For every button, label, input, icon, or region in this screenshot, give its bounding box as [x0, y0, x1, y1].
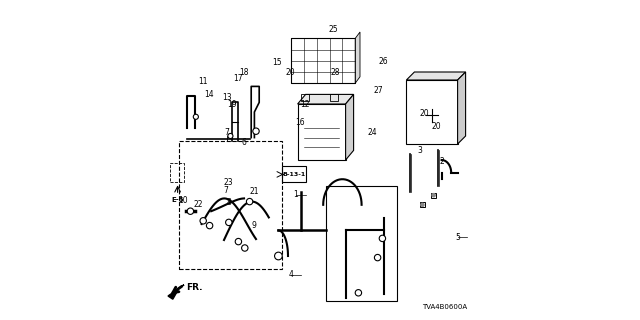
Text: 6: 6 [241, 138, 246, 147]
Bar [282, 166, 306, 182]
Text: 12: 12 [300, 100, 309, 108]
Circle shape [379, 235, 385, 242]
Text: 17: 17 [234, 74, 243, 83]
Circle shape [206, 222, 212, 229]
Text: 7: 7 [225, 128, 230, 137]
Text: 22: 22 [194, 200, 203, 209]
Circle shape [246, 198, 253, 205]
Text: TVA4B0600A: TVA4B0600A [422, 304, 467, 310]
Bar [170, 163, 184, 182]
Text: 2: 2 [439, 157, 444, 166]
Polygon shape [355, 32, 360, 83]
Circle shape [421, 203, 424, 206]
Polygon shape [458, 72, 466, 144]
Circle shape [355, 290, 362, 296]
Text: E-6: E-6 [172, 197, 184, 203]
Text: B-13-1: B-13-1 [282, 172, 305, 177]
Circle shape [200, 218, 206, 224]
Bar [406, 80, 458, 144]
Text: 19: 19 [227, 100, 237, 108]
Text: 24: 24 [367, 128, 377, 137]
Bar [298, 104, 346, 160]
Text: 20: 20 [285, 68, 296, 76]
Text: 21: 21 [250, 188, 259, 196]
Text: 7: 7 [223, 186, 228, 195]
Text: 4: 4 [289, 270, 294, 279]
Circle shape [242, 245, 248, 251]
Text: 10: 10 [178, 196, 188, 205]
Text: 20: 20 [431, 122, 441, 131]
Text: 20: 20 [419, 109, 429, 118]
Text: 27: 27 [373, 86, 383, 95]
Bar [326, 186, 397, 301]
Text: 3: 3 [417, 146, 422, 155]
Circle shape [193, 114, 198, 119]
Text: 25: 25 [329, 25, 339, 34]
Polygon shape [168, 285, 184, 299]
Polygon shape [346, 94, 354, 160]
Bar [179, 141, 282, 269]
Text: 15: 15 [272, 58, 282, 67]
Circle shape [228, 133, 233, 139]
Text: 1: 1 [294, 190, 298, 199]
Bar [431, 193, 436, 198]
Text: 11: 11 [198, 77, 207, 86]
Text: 16: 16 [294, 118, 305, 127]
Circle shape [188, 208, 193, 214]
Text: 13: 13 [221, 93, 232, 102]
Text: 14: 14 [204, 90, 214, 99]
Circle shape [253, 128, 259, 134]
Text: 28: 28 [331, 68, 340, 77]
Text: FR.: FR. [186, 283, 203, 292]
Circle shape [374, 254, 381, 261]
Circle shape [226, 219, 232, 226]
Polygon shape [406, 72, 466, 80]
Circle shape [432, 194, 435, 197]
Circle shape [236, 238, 242, 245]
Text: 18: 18 [239, 68, 249, 76]
Text: 9: 9 [252, 221, 257, 230]
Bar [420, 202, 425, 207]
Polygon shape [298, 94, 354, 104]
Text: 23: 23 [223, 178, 234, 187]
Circle shape [275, 252, 282, 260]
Bar [301, 94, 309, 101]
Text: 5: 5 [455, 233, 460, 242]
Text: 26: 26 [378, 57, 388, 66]
Bar [330, 94, 338, 101]
Text: 8: 8 [227, 198, 231, 207]
Bar [291, 38, 355, 83]
